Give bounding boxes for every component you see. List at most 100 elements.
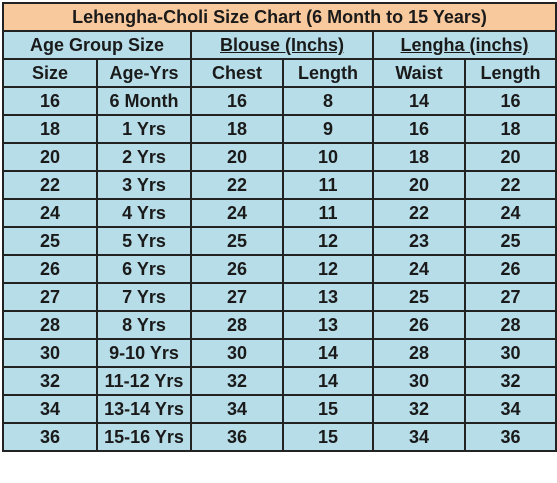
cell-age: 13-14 Yrs [96,394,192,424]
table-row: 32 11-12 Yrs 32 14 30 32 [2,366,557,396]
table-row: 25 5 Yrs 25 12 23 25 [2,226,557,256]
group-header-row: Age Group Size Blouse (Inchs) Lengha (in… [2,30,557,60]
cell-age: 6 Month [96,86,192,116]
cell-waist: 24 [372,254,466,284]
cell-lengha-length: 27 [463,282,557,312]
group-age-header: Age Group Size [2,30,192,60]
table-row: 26 6 Yrs 26 12 24 26 [2,254,557,284]
cell-size: 16 [2,86,98,116]
cell-waist: 23 [372,226,466,256]
cell-age: 2 Yrs [96,142,192,172]
group-age-label: Age Group Size [29,35,164,55]
cell-waist: 25 [372,282,466,312]
cell-age: 1 Yrs [96,114,192,144]
cell-age: 5 Yrs [96,226,192,256]
col-header-age: Age-Yrs [96,58,192,88]
table-row: 30 9-10 Yrs 30 14 28 30 [2,338,557,368]
cell-lengha-length: 20 [463,142,557,172]
cell-waist: 30 [372,366,466,396]
cell-lengha-length: 26 [463,254,557,284]
cell-blouse-length: 14 [282,338,374,368]
cell-lengha-length: 36 [463,422,557,452]
cell-blouse-length: 10 [282,142,374,172]
cell-size: 30 [2,338,98,368]
cell-lengha-length: 30 [463,338,557,368]
title-row: Lehengha-Choli Size Chart (6 Month to 15… [1,2,557,32]
cell-lengha-length: 32 [463,366,557,396]
column-header-row: Size Age-Yrs Chest Length Waist Length [2,58,557,88]
col-header-size: Size [2,58,98,88]
table-row: 16 6 Month 16 8 14 16 [2,86,557,116]
table-row: 36 15-16 Yrs 36 15 34 36 [2,422,557,452]
cell-chest: 24 [190,198,284,228]
table-row: 27 7 Yrs 27 13 25 27 [2,282,557,312]
cell-lengha-length: 24 [463,198,557,228]
cell-blouse-length: 11 [282,198,374,228]
cell-blouse-length: 15 [282,394,374,424]
cell-size: 25 [2,226,98,256]
cell-age: 4 Yrs [96,198,192,228]
group-lengha-header: Lengha (inchs) [371,30,557,60]
cell-chest: 20 [190,142,284,172]
cell-chest: 25 [190,226,284,256]
cell-lengha-length: 34 [463,394,557,424]
cell-size: 34 [2,394,98,424]
col-header-blouse-length: Length [282,58,374,88]
cell-chest: 28 [190,310,284,340]
cell-chest: 34 [190,394,284,424]
cell-waist: 20 [372,170,466,200]
cell-blouse-length: 15 [282,422,374,452]
chart-title: Lehengha-Choli Size Chart (6 Month to 15… [1,2,557,32]
cell-age: 3 Yrs [96,170,192,200]
table-row: 18 1 Yrs 18 9 16 18 [2,114,557,144]
cell-chest: 36 [190,422,284,452]
cell-age: 8 Yrs [96,310,192,340]
cell-size: 24 [2,198,98,228]
group-blouse-label: Blouse (Inchs) [219,35,344,55]
cell-age: 15-16 Yrs [96,422,192,452]
table-row: 28 8 Yrs 28 13 26 28 [2,310,557,340]
cell-blouse-length: 13 [282,282,374,312]
cell-waist: 16 [372,114,466,144]
cell-size: 36 [2,422,98,452]
group-lengha-label: Lengha (inchs) [400,35,529,55]
cell-chest: 22 [190,170,284,200]
cell-size: 27 [2,282,98,312]
size-rows: 16 6 Month 16 8 14 16 18 1 Yrs 18 9 16 18 20 2 Yrs 20 1… [2,86,557,452]
cell-blouse-length: 12 [282,226,374,256]
table-row: 22 3 Yrs 22 11 20 22 [2,170,557,200]
cell-lengha-length: 22 [463,170,557,200]
cell-waist: 34 [372,422,466,452]
cell-size: 28 [2,310,98,340]
col-header-chest: Chest [190,58,284,88]
cell-waist: 18 [372,142,466,172]
cell-waist: 26 [372,310,466,340]
table-row: 24 4 Yrs 24 11 22 24 [2,198,557,228]
cell-lengha-length: 16 [463,86,557,116]
cell-size: 32 [2,366,98,396]
cell-chest: 30 [190,338,284,368]
cell-chest: 32 [190,366,284,396]
cell-size: 22 [2,170,98,200]
cell-size: 20 [2,142,98,172]
cell-age: 6 Yrs [96,254,192,284]
cell-waist: 32 [372,394,466,424]
cell-blouse-length: 11 [282,170,374,200]
table-row: 20 2 Yrs 20 10 18 20 [2,142,557,172]
cell-size: 18 [2,114,98,144]
cell-age: 11-12 Yrs [96,366,192,396]
cell-chest: 27 [190,282,284,312]
cell-waist: 22 [372,198,466,228]
cell-size: 26 [2,254,98,284]
size-chart-table: Lehengha-Choli Size Chart (6 Month to 15… [1,2,557,452]
cell-lengha-length: 18 [463,114,557,144]
cell-age: 7 Yrs [96,282,192,312]
cell-blouse-length: 14 [282,366,374,396]
cell-age: 9-10 Yrs [96,338,192,368]
cell-waist: 28 [372,338,466,368]
cell-chest: 26 [190,254,284,284]
group-blouse-header: Blouse (Inchs) [190,30,374,60]
col-header-waist: Waist [372,58,466,88]
cell-chest: 16 [190,86,284,116]
cell-blouse-length: 9 [282,114,374,144]
